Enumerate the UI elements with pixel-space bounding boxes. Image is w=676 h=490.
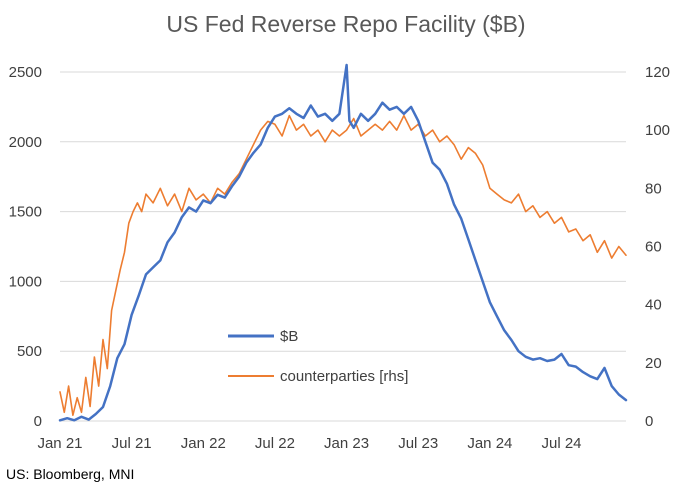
x-tick-label: Jan 21	[37, 435, 82, 452]
x-tick-label: Jan 24	[467, 435, 512, 452]
x-tick-label: Jul 23	[398, 435, 438, 452]
y-left-tick-label: 500	[17, 343, 42, 360]
y-right-tick-label: 20	[645, 355, 662, 372]
y-left-tick-label: 1500	[9, 204, 42, 221]
gridlines	[60, 71, 626, 422]
x-tick-label: Jul 24	[542, 435, 582, 452]
legend-label-usd-b: $B	[280, 328, 298, 345]
x-tick-label: Jan 23	[324, 435, 369, 452]
x-axis: Jan 21 Jul 21 Jan 22 Jul 22 Jan 23 Jul 23 Jan …	[37, 435, 581, 452]
y-axis-left: 0 500 1000 1500 2000 2500	[9, 64, 42, 430]
series-lines	[58, 63, 628, 422]
legend-label-counterparties: counterparties [rhs]	[280, 368, 408, 385]
y-left-tick-label: 2500	[9, 64, 42, 81]
y-right-tick-label: 80	[645, 180, 662, 197]
y-left-tick-label: 2000	[9, 134, 42, 151]
x-tick-label: Jul 22	[255, 435, 295, 452]
y-right-tick-label: 120	[645, 64, 670, 81]
y-right-tick-label: 100	[645, 122, 670, 139]
series-line-usd-b	[58, 63, 628, 422]
y-left-tick-label: 1000	[9, 273, 42, 290]
series-line-counterparties	[59, 114, 627, 416]
source-note: US: Bloomberg, MNI	[6, 466, 134, 482]
legend: $B counterparties [rhs]	[228, 328, 408, 385]
y-right-tick-label: 60	[645, 238, 662, 255]
y-left-tick-label: 0	[34, 413, 42, 430]
x-tick-label: Jul 21	[112, 435, 152, 452]
y-right-tick-label: 0	[645, 413, 653, 430]
y-axis-right: 0 20 40 60 80 100 120	[645, 64, 670, 430]
y-right-tick-label: 40	[645, 297, 662, 314]
x-tick-label: Jan 22	[181, 435, 226, 452]
chart-title: US Fed Reverse Repo Facility ($B)	[166, 11, 525, 37]
